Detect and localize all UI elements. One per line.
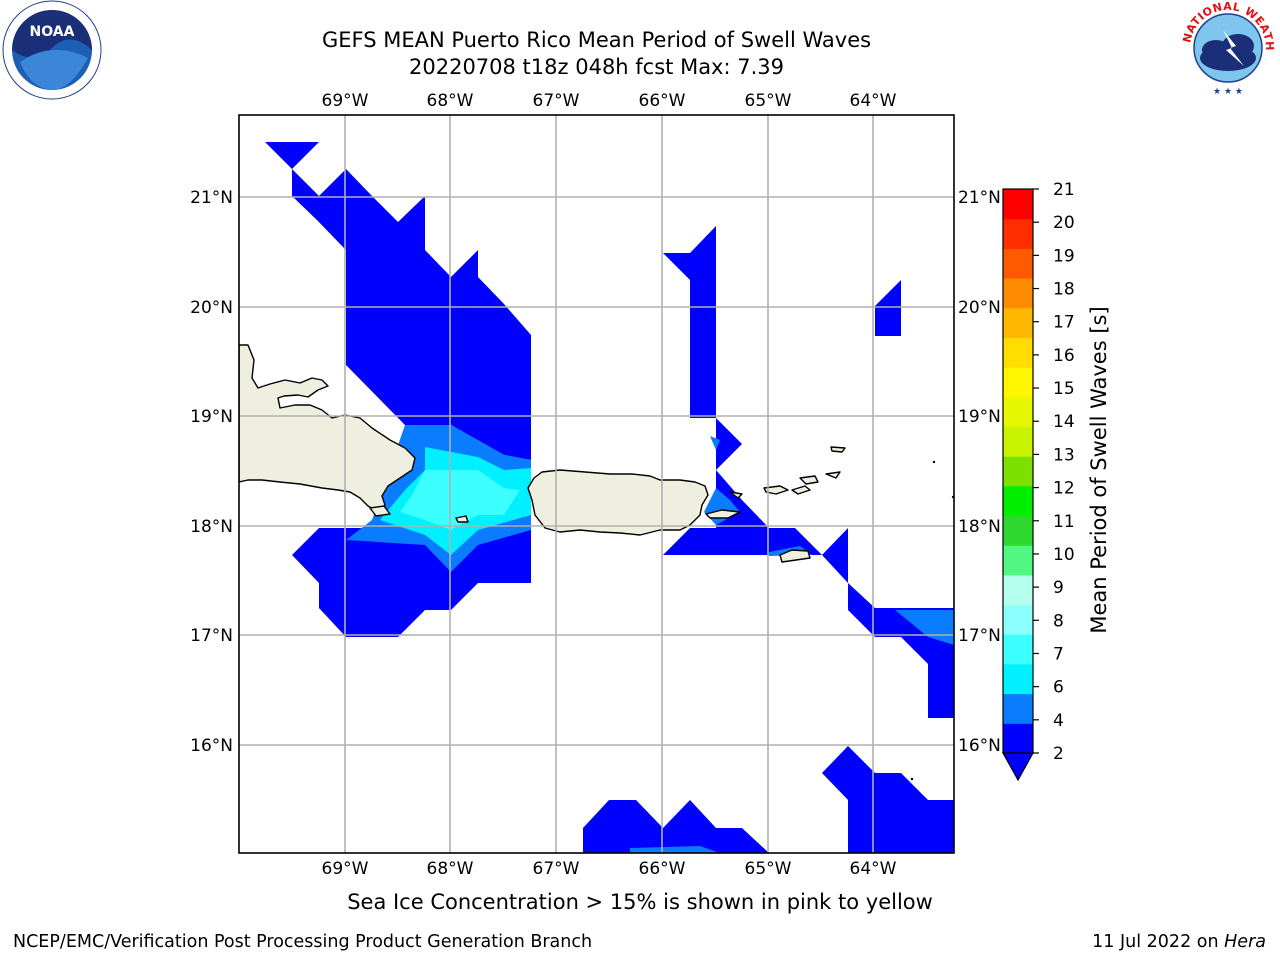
st-thomas	[763, 485, 789, 495]
puerto-rico	[527, 469, 709, 536]
colorbar-swatch	[1003, 426, 1033, 457]
noaa-logo: NOAA	[2, 0, 102, 100]
date-stamp: 11 Jul 2022 on Hera	[1092, 932, 1266, 952]
virgin-gorda	[825, 471, 841, 479]
colorbar-swatch	[1003, 723, 1033, 754]
lat-tick-left: 19°N	[190, 407, 233, 427]
colorbar-extend-arrow	[1001, 752, 1035, 782]
colorbar-swatch	[1003, 604, 1033, 635]
lon-tick-bottom: 64°W	[850, 859, 897, 879]
colorbar-tick-label: 6	[1053, 678, 1064, 698]
st-croix	[779, 549, 811, 563]
colorbar-tick-label: 21	[1053, 180, 1075, 200]
colorbar-swatch	[1003, 189, 1033, 220]
credit-text: NCEP/EMC/Verification Post Processing Pr…	[13, 932, 593, 952]
svg-text:★ ★ ★: ★ ★ ★	[1213, 87, 1243, 97]
land-masses	[239, 344, 846, 563]
colorbar-swatch	[1003, 693, 1033, 724]
st-john	[791, 485, 811, 495]
host-name: Hera	[1224, 932, 1266, 952]
colorbar-tick-label: 13	[1053, 445, 1075, 465]
colorbar-swatch	[1003, 337, 1033, 368]
lon-tick-bottom: 65°W	[745, 859, 792, 879]
graticule	[239, 115, 954, 853]
colorbar-tick-label: 9	[1053, 578, 1064, 598]
colorbar-tick-label: 4	[1053, 711, 1064, 731]
tortola	[799, 475, 819, 485]
lon-tick-top: 68°W	[427, 91, 474, 111]
colorbar-swatch	[1003, 456, 1033, 487]
lon-tick-top: 64°W	[850, 91, 897, 111]
colorbar-tick-label: 8	[1053, 611, 1064, 631]
lat-tick-right: 21°N	[958, 188, 1001, 208]
colorbar-swatch	[1003, 218, 1033, 249]
colorbar-tick-label: 2	[1053, 744, 1064, 764]
lon-tick-bottom: 67°W	[533, 859, 580, 879]
colorbar-swatch	[1003, 278, 1033, 309]
lat-tick-left: 17°N	[190, 626, 233, 646]
colorbar-tick-label: 15	[1053, 379, 1075, 399]
lon-tick-bottom: 69°W	[322, 859, 369, 879]
lat-tick-right: 17°N	[958, 626, 1001, 646]
colorbar-swatch	[1003, 485, 1033, 517]
colorbar-label: Mean Period of Swell Waves [s]	[1087, 306, 1111, 633]
colorbar-swatch	[1003, 634, 1033, 665]
lat-tick-left: 20°N	[190, 298, 233, 318]
colorbar-swatch	[1003, 545, 1033, 576]
lon-tick-bottom: 66°W	[639, 859, 686, 879]
colorbar-swatch	[1003, 574, 1033, 606]
map-subtitle: 20220708 t18z 048h fcst Max: 7.39	[409, 55, 784, 79]
colorbar-tick-label: 18	[1053, 280, 1075, 300]
noaa-logo-text: NOAA	[30, 24, 75, 40]
colorbar-tick-label: 10	[1053, 545, 1075, 565]
lon-tick-top: 65°W	[745, 91, 792, 111]
sea-ice-note: Sea Ice Concentration > 15% is shown in …	[347, 890, 933, 914]
colorbar-tick-label: 16	[1053, 346, 1075, 366]
colorbar: 21 20 19 18 17 16 15 14 13 12 11 10 9 8 7 6 4 2	[1001, 180, 1075, 782]
lat-tick-right: 19°N	[958, 407, 1001, 427]
colorbar-tick-label: 11	[1053, 512, 1075, 532]
colorbar-tick-label: 19	[1053, 246, 1075, 266]
colorbar-tick-label: 14	[1053, 412, 1075, 432]
lat-tick-left: 18°N	[190, 517, 233, 537]
colorbar-tick-label: 20	[1053, 213, 1075, 233]
swell-contours-lightcyan	[400, 470, 520, 530]
lat-tick-right: 16°N	[958, 736, 1001, 756]
colorbar-tick-label: 12	[1053, 479, 1075, 499]
nws-logo: NATIONAL WEATHER SERVICE ★ ★ ★	[1178, 0, 1276, 97]
anegada	[830, 446, 846, 453]
lat-tick-right: 18°N	[958, 517, 1001, 537]
swell-contours-blue	[265, 142, 954, 853]
map-frame	[238, 114, 955, 854]
lat-tick-left: 21°N	[190, 188, 233, 208]
colorbar-tick-label: 17	[1053, 313, 1075, 333]
lon-tick-top: 67°W	[533, 91, 580, 111]
saona-island	[369, 505, 391, 517]
lat-tick-right: 20°N	[958, 298, 1001, 318]
colorbar-swatch	[1003, 248, 1033, 279]
colorbar-swatch	[1003, 515, 1033, 546]
colorbar-swatch	[1003, 663, 1033, 695]
date-text: 11 Jul 2022 on	[1092, 932, 1219, 952]
colorbar-swatch	[1003, 367, 1033, 398]
vieques	[705, 509, 741, 519]
map-title: GEFS MEAN Puerto Rico Mean Period of Swe…	[321, 28, 872, 52]
colorbar-outline	[1002, 188, 1034, 754]
colorbar-tick-label: 7	[1053, 644, 1064, 664]
culebra	[729, 491, 743, 499]
colorbar-swatch	[1003, 396, 1033, 427]
colorbar-swatch	[1003, 307, 1033, 338]
lat-tick-left: 16°N	[190, 736, 233, 756]
lon-tick-top: 69°W	[322, 91, 369, 111]
mona-island	[455, 515, 469, 523]
lon-tick-top: 66°W	[639, 91, 686, 111]
lon-tick-bottom: 68°W	[427, 859, 474, 879]
